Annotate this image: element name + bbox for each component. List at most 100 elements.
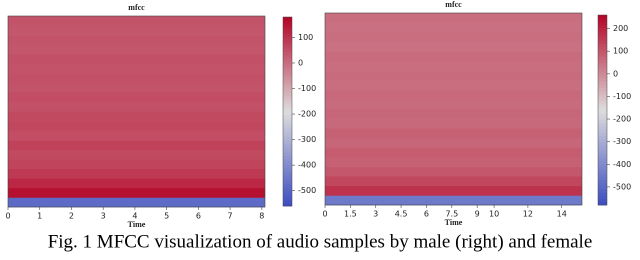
- heatmap-row: [8, 54, 265, 65]
- heatmap-row: [8, 35, 265, 45]
- heatmap-row: [325, 32, 582, 43]
- colorbar-segment: [598, 91, 607, 95]
- colorbar-segment: [283, 29, 292, 34]
- colorbar-segment: [598, 18, 607, 22]
- colorbar-segment: [598, 100, 607, 105]
- colorbar-segment: [598, 75, 607, 79]
- colorbar-segment: [598, 160, 607, 165]
- colorbar-segment: [598, 141, 607, 146]
- colorbar-segment: [598, 163, 607, 168]
- colorbar-segment: [598, 119, 607, 124]
- colorbar-tick-label: -500: [613, 182, 631, 191]
- plot-frame: [324, 12, 583, 206]
- colorbar-segment: [598, 68, 607, 73]
- colorbar-segment: [598, 154, 607, 158]
- colorbar-segment: [283, 158, 292, 163]
- plot-title: mfcc: [445, 0, 462, 9]
- heatmap-row: [325, 147, 582, 158]
- x-tick-label: 3: [373, 210, 378, 219]
- heatmap-row: [8, 63, 265, 74]
- heatmap-row: [8, 25, 265, 36]
- chart-panel: mfcc 0 1.5 3 4.5 6 7.5 9 10 12 14 Time 200 100 0 -100 -2…: [322, 0, 631, 227]
- colorbar-segment: [283, 64, 292, 68]
- colorbar-tick-label: 0: [613, 69, 618, 78]
- colorbar-segment: [598, 97, 607, 101]
- heatmap-row: [8, 140, 265, 150]
- heatmap-row: [8, 73, 265, 84]
- colorbar-segment: [598, 87, 607, 92]
- colorbar-segment: [283, 187, 292, 191]
- colorbar-segment: [283, 171, 292, 175]
- colorbar-tick-label: 100: [298, 33, 313, 42]
- colorbar-tick-label: -400: [298, 161, 316, 170]
- colorbar-segment: [598, 122, 607, 127]
- colorbar-segment: [598, 40, 607, 44]
- colorbar-segment: [283, 48, 292, 53]
- x-tick-label: 6: [424, 210, 429, 219]
- colorbar-segment: [283, 117, 292, 122]
- colorbar-segment: [598, 192, 607, 196]
- colorbar-tick-label: -100: [613, 92, 631, 101]
- colorbar-segment: [283, 114, 292, 119]
- colorbar-segment: [598, 135, 607, 139]
- colorbar-tick-label: -200: [298, 110, 316, 119]
- heatmap-row: [325, 185, 582, 196]
- colorbar-segment: [283, 42, 292, 46]
- colorbar-segment: [283, 199, 292, 204]
- colorbar-tick-label: -500: [298, 186, 316, 195]
- colorbar-segment: [283, 111, 292, 116]
- colorbar-segment: [598, 113, 607, 117]
- colorbar-frame: [597, 14, 608, 206]
- colorbar-segment: [598, 170, 607, 174]
- colorbar-segment: [283, 67, 292, 71]
- colorbar-segment: [598, 106, 607, 111]
- colorbar-segment: [598, 46, 607, 51]
- heatmap-row: [325, 99, 582, 110]
- colorbar-segment: [598, 21, 607, 25]
- colorbar-segment: [598, 125, 607, 130]
- colorbar-segment: [283, 202, 292, 207]
- heatmap-row: [8, 92, 265, 103]
- colorbar-segment: [598, 138, 607, 143]
- heatmap-row: [325, 41, 582, 52]
- heatmap-row: [325, 61, 582, 71]
- colorbar-segment: [598, 129, 607, 133]
- heatmap-row: [325, 80, 582, 91]
- heatmap-row: [8, 82, 265, 93]
- colorbar-segment: [598, 94, 607, 98]
- plot-frame: [7, 15, 266, 208]
- heatmap-row: [8, 121, 265, 131]
- colorbar-tick-label: -200: [613, 115, 631, 124]
- colorbar-segment: [283, 149, 292, 153]
- colorbar-segment: [598, 189, 607, 193]
- colorbar-segment: [598, 53, 607, 57]
- colorbar-tick-label: -300: [298, 135, 316, 144]
- colorbar-segment: [283, 35, 292, 40]
- colorbar-segment: [283, 26, 292, 30]
- heatmap-row: [8, 130, 265, 141]
- colorbar-segment: [283, 23, 292, 27]
- colorbar-segment: [598, 173, 607, 177]
- colorbar-segment: [283, 17, 292, 21]
- colorbar-segment: [283, 196, 292, 201]
- colorbar-segment: [283, 54, 292, 59]
- colorbar-segment: [598, 72, 607, 76]
- colorbar-segment: [283, 20, 292, 24]
- colorbar-segment: [598, 62, 607, 67]
- heatmap-row: [325, 89, 582, 100]
- heatmap-row: [325, 166, 582, 177]
- colorbar-segment: [283, 95, 292, 100]
- colorbar-segment: [283, 136, 292, 141]
- colorbar-segment: [283, 102, 292, 106]
- heatmap-row: [8, 16, 265, 26]
- x-tick-label: 2: [69, 212, 74, 221]
- heatmap-row: [325, 51, 582, 62]
- colorbar-segment: [598, 43, 607, 48]
- colorbar-segment: [598, 198, 607, 203]
- colorbar-segment: [283, 127, 292, 131]
- colorbar-segment: [283, 70, 292, 75]
- heatmap-row: [8, 44, 265, 55]
- colorbar-segment: [598, 49, 607, 54]
- colorbar-segment: [283, 180, 292, 185]
